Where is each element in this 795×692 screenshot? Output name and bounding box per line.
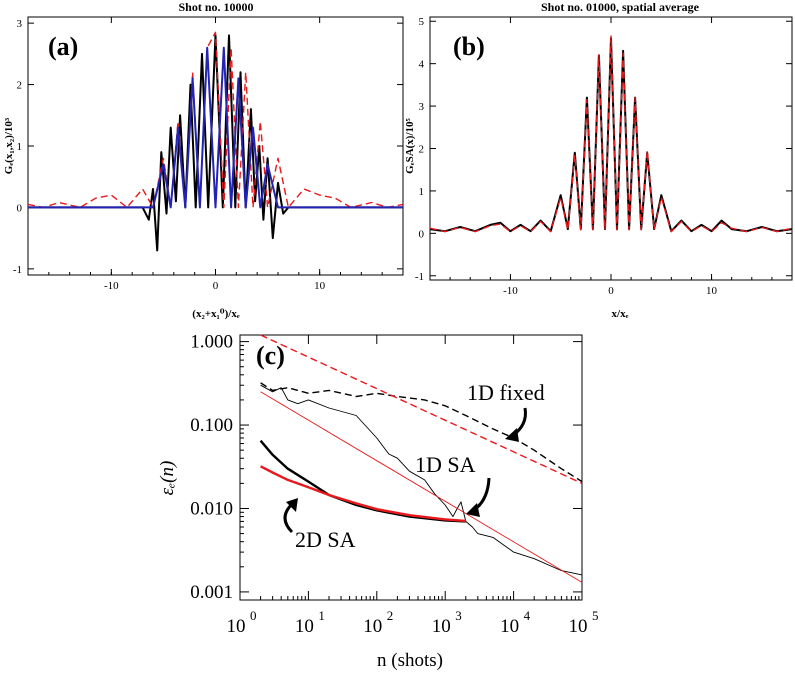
panel-a-xtick-label: -10 [104,280,119,292]
panel-b-title: Shot no. 01000, spatial average [541,0,700,14]
panel-b-ytick-label: 4 [419,59,425,71]
panel-b-series-line [429,37,793,233]
panel-c-ytick-label: 0.001 [190,582,233,603]
panel-c-xlabel: n (shots) [377,650,443,671]
panel-a-series-line [28,46,403,209]
panel-c-xtick-exp: 3 [455,608,462,623]
panel-c-xtick-exp: 2 [387,608,394,623]
panel-c-xticks: 10 0 10 1 10 2 10 3 10 4 10 5 [227,335,599,637]
panel-c-series-line [260,382,583,483]
panel-c-series-line [260,391,583,583]
panel-a-ytick-label: 0 [17,202,23,214]
panel-b: Shot no. 01000, spatial average (b) GₑSA… [404,0,793,320]
panel-a-series-line [28,34,403,252]
panel-b-letter: (b) [453,32,485,61]
arrow-2d-sa-head [286,498,298,512]
annotation-2d-sa: 2D SA [295,527,356,552]
panel-a-xtick-label: 10 [314,280,326,292]
panel-a-ytick-label: -1 [13,264,22,276]
panel-a-xlabel: (x₂+x₁⁰)/xₑ [192,308,240,320]
panel-b-xticks: -10 0 10 [429,17,793,297]
panel-a-title: Shot no. 10000 [178,0,253,14]
panel-c-series-line [260,465,466,523]
panel-b-ytick-label: 3 [419,101,425,113]
panel-a-letter: (a) [48,32,78,61]
panel-a-yticks: -1 0 1 2 3 [13,18,403,276]
panel-b-ytick-label: 5 [419,16,425,28]
panel-b-xlabel: x/xₑ [612,308,629,320]
panel-b-series [429,35,793,233]
panel-b-ytick-label: 1 [419,186,425,198]
panel-c-xtick-label: 10 [500,616,519,637]
panel-c-series-line [260,334,583,485]
arrow-1d-fixed-head [505,428,519,442]
panel-a-ytick-label: 2 [17,80,23,92]
panel-c-xtick-label: 10 [363,616,382,637]
panel-a-series-line [27,31,404,209]
panel-c-xtick-exp: 0 [250,608,257,623]
annotation-1d-sa: 1D SA [415,452,476,477]
arrow-2d-sa [283,502,294,534]
panel-a-ytick-label: 1 [17,141,23,153]
panel-c-ytick-label: 1.000 [190,332,233,353]
panel-c-ylabel: εₑ(n) [157,461,178,496]
panel-b-ylabel: GₑSA(x)/10⁵ [404,117,416,173]
panel-b-xtick-label: 10 [706,285,718,297]
panel-c-xtick-label: 10 [227,616,246,637]
panel-b-ytick-label: -1 [415,271,424,283]
panel-a-ylabel: Gₑ(x₁,x₂)/10³ [3,117,15,174]
panel-c-xtick-exp: 5 [592,608,599,623]
panel-b-series-line [429,35,793,233]
panel-b-ytick-label: 0 [419,228,425,240]
panel-c-yticks: 0.001 0.010 0.100 1.000 [190,332,582,603]
panel-c-series [259,334,583,583]
panel-c-xtick-exp: 4 [524,608,531,623]
panel-b-xtick-label: 0 [608,285,614,297]
panel-b-yticks: -1 0 1 2 3 4 5 [415,16,792,283]
panel-b-ytick-label: 2 [419,144,425,156]
panel-c-ytick-label: 0.100 [190,415,233,436]
arrow-1d-sa-head [466,503,480,517]
panel-c-frame [239,334,583,601]
panel-c-xtick-label: 10 [432,616,451,637]
panel-c-xtick-label: 10 [295,616,314,637]
panel-b-xtick-label: -10 [503,285,518,297]
panel-a-xtick-label: 0 [213,280,219,292]
panel-c: (c) εₑ(n) n (shots) 10 0 10 1 10 2 10 3 10 4 10 5 0… [157,332,599,671]
panel-c-letter: (c) [256,341,285,370]
panel-c-ytick-label: 0.010 [190,498,233,519]
panel-a-ytick-label: 3 [17,18,23,30]
panel-c-xtick-label: 10 [569,616,588,637]
panel-c-series-line [260,384,583,576]
panel-c-xtick-exp: 1 [318,608,325,623]
panel-a-series [27,31,404,252]
panel-a: Shot no. 10000 (a) Gₑ(x₁,x₂)/10³ (x₂+x₁⁰… [3,0,404,320]
annotation-1d-fixed: 1D fixed [467,380,545,405]
panel-a-xticks: -10 0 10 [27,17,404,292]
